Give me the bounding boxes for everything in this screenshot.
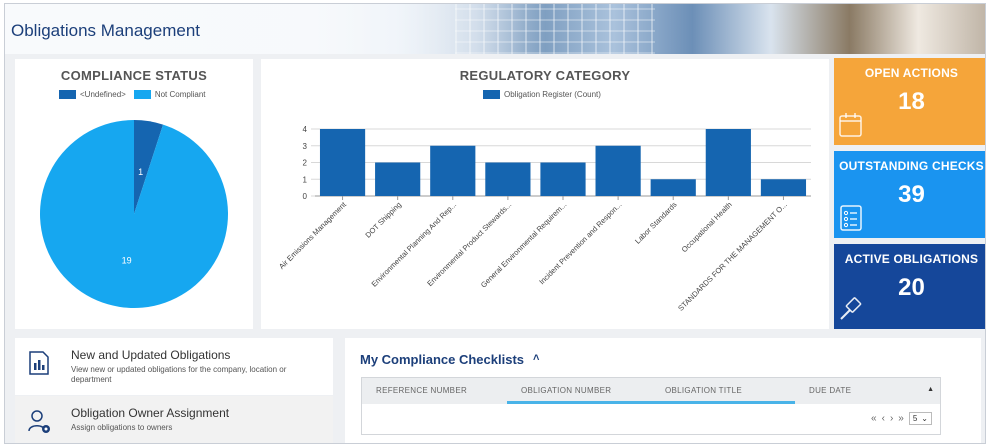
y-tick-label-1: 1 [303,175,308,184]
calendar-icon [839,113,862,137]
bar-1[interactable] [375,162,421,197]
prev-page-icon[interactable]: ‹ [881,413,885,424]
x-tick-label-1: DOT Shipping [363,200,403,240]
next-page-icon[interactable]: › [889,413,894,424]
y-tick-label-3: 3 [303,142,308,151]
legend-label-obligation-register[interactable]: Obligation Register (Count) [504,90,601,99]
pie-slice-label-0: 1 [138,167,143,177]
compliance-pie-chart[interactable]: 1 19 [15,59,253,329]
sort-asc-icon[interactable]: ▲ [927,386,934,393]
y-tick-label-0: 0 [303,192,308,201]
x-tick-label-7: Occupational Health [680,200,734,254]
bar-0[interactable] [319,129,366,196]
outstanding-checks-title: OUTSTANDING CHECKS [839,159,984,173]
regulatory-category-title: REGULATORY CATEGORY [459,68,631,83]
dashboard-frame: Obligations Management COMPLIANCE STATUS… [4,3,986,444]
legend-label-not-compliant[interactable]: Not Compliant [154,90,206,99]
page-title: Obligations Management [11,21,201,40]
bar-5[interactable] [595,145,641,196]
bar-4[interactable] [540,162,586,197]
pagination: « ‹ › » 5 ⌄ [871,412,932,425]
legend-swatch-undefined [59,90,76,99]
compliance-checklists-title: My Compliance Checklists [360,352,524,367]
x-tick-label-0: Air Emissions Management [277,199,349,271]
compliance-status-legend: <Undefined> Not Compliant [59,90,206,99]
regulatory-bar-chart[interactable]: 0 1 2 3 4 Air Emissions Management DOT Shippin… [261,59,829,329]
y-tick-label-4: 4 [303,125,308,134]
active-obligations-title: ACTIVE OBLIGATIONS [844,252,979,266]
regulatory-category-panel: REGULATORY CATEGORY Obligation Register … [261,59,829,329]
checklists-table: REFERENCE NUMBER OBLIGATION NUMBER OBLIG… [361,377,941,435]
bar-8[interactable] [760,179,807,196]
outstanding-checks-tile[interactable]: OUTSTANDING CHECKS 39 [834,151,985,238]
page-size-select[interactable]: 5 ⌄ [908,412,932,425]
active-obligations-tile[interactable]: ACTIVE OBLIGATIONS 20 [834,244,985,329]
legend-swatch-not-compliant [133,90,151,99]
compliance-status-panel: COMPLIANCE STATUS <Undefined> Not Compli… [15,59,253,329]
page-size-value: 5 [912,414,918,423]
report-chart-icon [29,351,49,375]
checklist-icon [840,205,862,231]
new-updated-obligations-desc: View new or updated obligations for the … [71,365,287,384]
compliance-status-title: COMPLIANCE STATUS [60,68,208,83]
column-obligation-title[interactable]: OBLIGATION TITLE [665,386,742,395]
x-tick-label-6: Labor Standards [633,200,679,246]
bar-7[interactable] [705,129,751,196]
gavel-icon [840,297,862,320]
header-banner: Obligations Management [5,4,985,54]
outstanding-checks-count: 39 [898,181,925,208]
obligation-owner-assignment-title: Obligation Owner Assignment [71,406,230,420]
regulatory-category-legend: Obligation Register (Count) [483,90,601,99]
pie-slice-0[interactable] [134,120,164,214]
compliance-checklists-panel: My Compliance Checklists ˄ REFERENCE NUM… [345,338,981,443]
pie-slice-label-1: 19 [122,255,132,265]
new-updated-obligations-title: New and Updated Obligations [71,348,231,362]
column-reference-number[interactable]: REFERENCE NUMBER [376,386,468,395]
open-actions-tile[interactable]: OPEN ACTIONS 18 [834,58,985,145]
legend-label-undefined[interactable]: <Undefined> [80,90,126,99]
table-header: REFERENCE NUMBER OBLIGATION NUMBER OBLIG… [362,378,940,404]
user-assign-icon [28,410,50,433]
bar-3[interactable] [485,162,531,197]
first-page-icon[interactable]: « [871,413,877,424]
new-updated-obligations-link[interactable]: New and Updated Obligations View new or … [15,338,333,395]
open-actions-title: OPEN ACTIONS [864,66,959,80]
pie-slice-1[interactable] [39,120,228,308]
obligation-owner-assignment-desc: Assign obligations to owners [71,423,173,432]
chevron-up-double-icon[interactable]: ˄ [533,352,540,364]
column-highlight [507,401,795,404]
obligation-owner-assignment-link[interactable]: Obligation Owner Assignment Assign oblig… [15,396,333,443]
chevron-down-icon: ⌄ [921,414,928,423]
active-obligations-count: 20 [898,274,925,301]
legend-swatch-obligation-register [483,90,500,99]
bar-6[interactable] [650,179,696,196]
column-due-date[interactable]: DUE DATE [809,386,852,395]
bar-2[interactable] [430,145,476,196]
open-actions-count: 18 [898,88,925,115]
x-tick-label-8: STANDARDS FOR THE MANAGEMENT O... [676,200,789,313]
y-tick-label-2: 2 [303,159,308,168]
last-page-icon[interactable]: » [898,413,904,424]
column-obligation-number[interactable]: OBLIGATION NUMBER [521,386,612,395]
